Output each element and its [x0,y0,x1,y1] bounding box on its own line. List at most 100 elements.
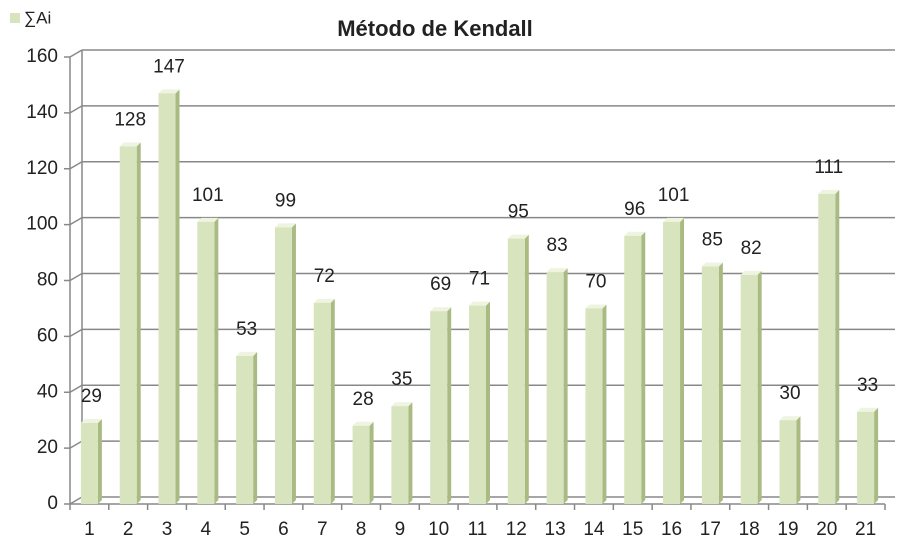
legend-label: ∑Ai [24,8,51,27]
bar-top [430,307,452,312]
data-label: 71 [469,269,490,290]
x-tick-label: 2 [123,519,134,540]
x-tick-label: 19 [777,519,798,540]
bar [391,406,409,504]
bar-side [291,223,296,504]
y-tick-label: 40 [37,381,58,402]
bar-top [818,189,840,194]
y-tick-label: 80 [37,270,58,291]
x-tick-label: 14 [583,519,605,540]
bar-side [796,416,801,504]
bar-side [718,262,723,504]
x-tick-label: 13 [545,519,566,540]
bar [663,221,681,505]
bar-side [330,298,335,504]
data-label: 69 [430,274,451,295]
bar-top [158,89,180,94]
data-label: 72 [314,266,335,287]
bar-top [469,301,490,306]
bar [274,227,292,504]
x-tick-label: 9 [395,519,406,540]
chart-title: Método de Kendall [337,16,533,41]
bar [701,266,719,504]
bar [352,425,370,504]
data-label: 28 [353,389,374,410]
bar [158,93,176,504]
bar-top [585,304,607,309]
data-label: 85 [702,230,723,251]
y-tick-label: 20 [37,437,58,458]
bar-side [253,351,258,504]
x-tick-label: 5 [239,519,250,540]
y-tick-label: 0 [47,493,58,514]
wall-connector [69,328,83,338]
bar [430,311,448,504]
bar [313,302,331,504]
bar [779,420,797,504]
bar-top [80,418,102,423]
bar [80,422,98,504]
bar-top [779,416,801,421]
x-tick-label: 21 [855,519,876,540]
wall-connector [69,105,83,114]
bar-side [175,89,180,504]
bar-side [136,142,141,504]
bar-side [486,301,490,504]
bar-side [757,270,762,504]
bar-side [680,217,685,505]
bar [119,146,137,504]
y-tick-label: 60 [37,325,58,346]
data-label: 128 [114,109,146,130]
bar [740,274,758,504]
y-tick-label: 140 [26,102,58,123]
x-tick-label: 12 [506,519,527,540]
x-tick-label: 16 [661,519,682,540]
bar-top [391,402,413,407]
wall-connector [69,216,83,226]
bar [236,355,254,504]
data-label: 30 [779,383,800,404]
bar-top [857,407,879,412]
wall-connector [69,272,83,282]
data-label: 96 [624,199,645,220]
y-tick-label: 100 [26,214,58,235]
bar-side [97,418,102,504]
bar-top [624,231,646,236]
x-tick-label: 4 [201,519,212,540]
wall-connector [69,161,83,170]
data-label: 83 [547,235,568,256]
x-tick-label: 17 [700,519,721,540]
bar [818,193,836,505]
x-tick-label: 6 [278,519,289,540]
bar [857,411,875,504]
bar-side [874,407,879,504]
data-label: 95 [508,202,529,223]
bar-top [274,223,296,228]
data-label: 101 [192,185,224,206]
bar-top [740,270,762,275]
x-tick-label: 10 [428,519,449,540]
bar [469,305,486,504]
x-tick-label: 1 [84,519,95,540]
bar [197,221,215,505]
x-tick-label: 8 [356,519,367,540]
x-tick-label: 11 [468,519,488,540]
data-label: 70 [585,271,606,292]
x-tick-label: 15 [622,519,643,540]
data-label: 99 [275,190,296,211]
y-tick-label: 160 [26,46,58,67]
x-tick-label: 20 [816,519,837,540]
wall-connector [69,496,83,505]
data-label: 53 [236,319,257,340]
bar [585,308,603,504]
bar-top [701,262,723,267]
data-label: 35 [391,369,412,390]
data-label: 33 [857,375,878,396]
data-label: 101 [658,185,690,206]
bar [546,272,564,504]
bar-side [369,421,374,504]
data-label: 111 [814,157,843,178]
bar [507,238,525,504]
bar-side [563,268,568,504]
